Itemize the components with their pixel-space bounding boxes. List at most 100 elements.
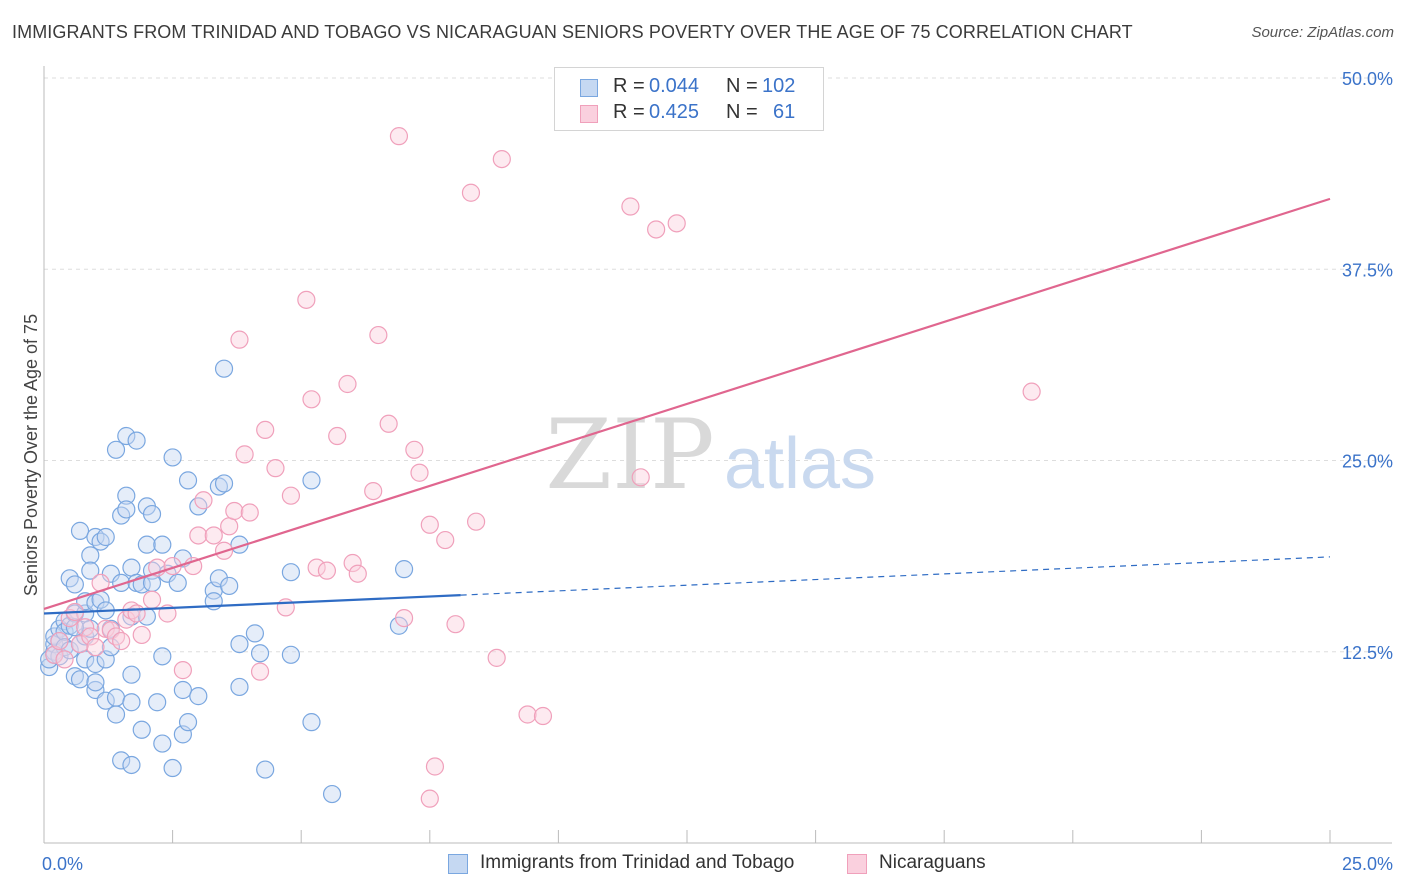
point-nicaraguans (667, 214, 686, 233)
point-nicaraguans (307, 558, 326, 577)
r-value: 0.425 (649, 101, 700, 123)
point-trinidad (209, 477, 228, 496)
point-nicaraguans (425, 757, 445, 776)
point-trinidad (148, 693, 167, 712)
point-trinidad (214, 474, 234, 493)
point-nicaraguans (81, 627, 100, 646)
point-nicaraguans (142, 590, 162, 609)
point-trinidad (256, 760, 275, 779)
point-trinidad (153, 734, 172, 753)
point-trinidad (230, 677, 249, 697)
point-trinidad (230, 634, 249, 654)
point-nicaraguans (369, 325, 388, 345)
point-nicaraguans (194, 491, 213, 510)
point-trinidad (153, 647, 172, 666)
point-nicaraguans (127, 604, 146, 623)
series-trinidad (40, 359, 414, 804)
legend-swatch-trinidad (448, 854, 468, 874)
point-nicaraguans (518, 705, 537, 724)
stats-swatch-trinidad (580, 79, 598, 97)
point-trinidad (122, 665, 141, 684)
point-trinidad (70, 670, 90, 689)
point-nicaraguans (487, 648, 506, 667)
point-nicaraguans (338, 374, 357, 394)
point-nicaraguans (420, 789, 439, 808)
point-trinidad (81, 561, 100, 580)
stats-box: R = 0.044 N = 102 R = 0.425 N = 61 (554, 67, 824, 131)
n-label: N = (726, 101, 758, 123)
point-nicaraguans (364, 482, 383, 501)
point-trinidad (127, 431, 146, 450)
point-trinidad (173, 680, 192, 700)
stats-row-trinidad: R = 0.044 N = 102 (555, 75, 823, 101)
trend-line-trinidad-extension (460, 556, 1331, 596)
point-nicaraguans (1022, 382, 1041, 401)
point-trinidad (220, 576, 239, 596)
trend-line-trinidad (43, 594, 461, 615)
point-trinidad (281, 563, 301, 582)
point-trinidad (394, 560, 414, 579)
point-nicaraguans (225, 501, 244, 521)
point-trinidad (122, 693, 141, 712)
point-nicaraguans (389, 127, 409, 146)
point-nicaraguans (405, 440, 424, 459)
n-label: N = (726, 75, 758, 97)
r-value: 0.044 (649, 75, 700, 97)
point-nicaraguans (647, 220, 666, 239)
point-nicaraguans (70, 634, 90, 654)
point-nicaraguans (420, 515, 439, 534)
point-nicaraguans (436, 530, 455, 550)
y-tick-label: 37.5% (1342, 260, 1393, 280)
source-credit: Source: ZipAtlas.com (1251, 24, 1394, 41)
r-label: R = (613, 101, 645, 123)
point-trinidad (322, 784, 342, 804)
point-trinidad (163, 758, 182, 778)
y-tick-label: 50.0% (1342, 69, 1393, 89)
point-trinidad (122, 558, 141, 577)
point-nicaraguans (533, 706, 553, 726)
point-trinidad (117, 500, 136, 519)
point-nicaraguans (379, 414, 398, 433)
legend-swatch-nicaraguans (847, 854, 867, 874)
point-trinidad (142, 504, 162, 524)
point-trinidad (189, 687, 208, 706)
point-trinidad (132, 720, 151, 739)
point-trinidad (245, 624, 265, 643)
point-trinidad (106, 440, 126, 459)
point-nicaraguans (117, 610, 136, 629)
data-points (40, 127, 1041, 808)
legend: Immigrants from Trinidad and Tobago Nica… (0, 852, 1406, 878)
point-nicaraguans (348, 564, 367, 583)
chart-title: IMMIGRANTS FROM TRINIDAD AND TOBAGO VS N… (12, 22, 1133, 42)
point-trinidad (302, 471, 321, 490)
point-nicaraguans (220, 517, 239, 536)
point-nicaraguans (343, 553, 362, 573)
point-trinidad (117, 426, 136, 446)
point-trinidad (302, 713, 321, 732)
r-label: R = (613, 75, 645, 97)
point-nicaraguans (302, 390, 321, 409)
point-nicaraguans (281, 486, 301, 505)
point-nicaraguans (132, 625, 151, 645)
point-trinidad (112, 573, 131, 593)
point-trinidad (214, 359, 234, 378)
point-nicaraguans (55, 650, 74, 669)
y-tick-label: 25.0% (1342, 452, 1393, 472)
stats-row-nicaraguans: R = 0.425 N = 61 (555, 101, 823, 127)
legend-label: Nicaraguans (879, 852, 986, 873)
point-trinidad (168, 573, 187, 593)
point-nicaraguans (235, 445, 254, 464)
point-trinidad (178, 471, 198, 490)
point-trinidad (65, 575, 84, 594)
n-value: 102 (762, 75, 796, 97)
point-nicaraguans (173, 661, 192, 680)
point-trinidad (86, 673, 105, 692)
x-tick-label: 25.0% (1342, 854, 1393, 874)
gridlines (44, 77, 1392, 653)
point-nicaraguans (621, 197, 640, 216)
stats-swatch-nicaraguans (580, 105, 598, 123)
y-tick-label: 12.5% (1342, 643, 1393, 663)
point-nicaraguans (189, 526, 208, 545)
y-axis-label: Seniors Poverty Over the Age of 75 (21, 314, 41, 596)
